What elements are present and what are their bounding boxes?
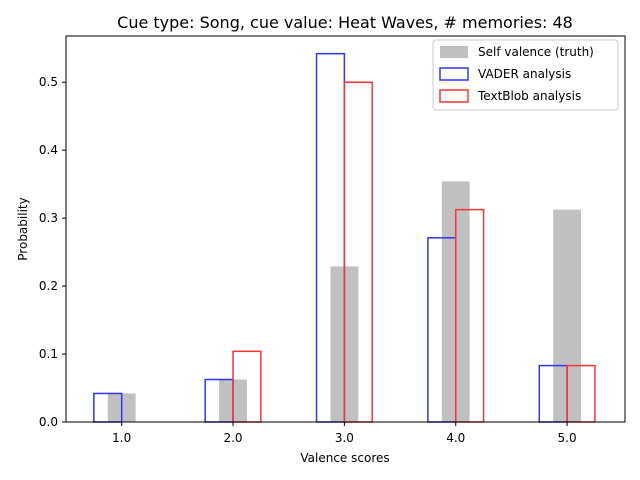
legend-label-2: TextBlob analysis: [477, 89, 581, 103]
y-tick-label: 0.0: [39, 415, 58, 429]
x-tick-label: 4.0: [446, 431, 465, 445]
legend-swatch-1: [439, 67, 469, 81]
legend-label-1: VADER analysis: [478, 67, 571, 81]
x-tick-label: 3.0: [335, 431, 354, 445]
legend-box: [432, 39, 619, 111]
legend-label-0: Self valence (truth): [478, 45, 594, 59]
y-tick-label: 0.2: [39, 279, 58, 293]
x-axis: 1.0 2.0 3.0 4.0 5.0: [112, 422, 577, 445]
y-tick-label: 0.3: [39, 211, 58, 225]
y-tick-label: 0.1: [39, 347, 58, 361]
chart-title: Cue type: Song, cue value: Heat Waves, #…: [117, 13, 573, 32]
legend-swatch-0: [440, 46, 468, 58]
x-tick-label: 5.0: [558, 431, 577, 445]
legend-swatch-2: [439, 89, 469, 103]
x-tick-label: 1.0: [112, 431, 131, 445]
plot-frame: [65, 35, 626, 423]
y-axis: 0.0 0.1 0.2 0.3 0.4 0.5: [39, 75, 66, 429]
x-axis-label: Valence scores: [300, 451, 389, 465]
x-tick-label: 2.0: [223, 431, 242, 445]
y-tick-label: 0.4: [39, 143, 58, 157]
y-tick-label: 0.5: [39, 75, 58, 89]
legend: Self valence (truth) VADER analysis TextBl…: [432, 39, 619, 111]
y-axis-label: Probability: [16, 197, 30, 260]
